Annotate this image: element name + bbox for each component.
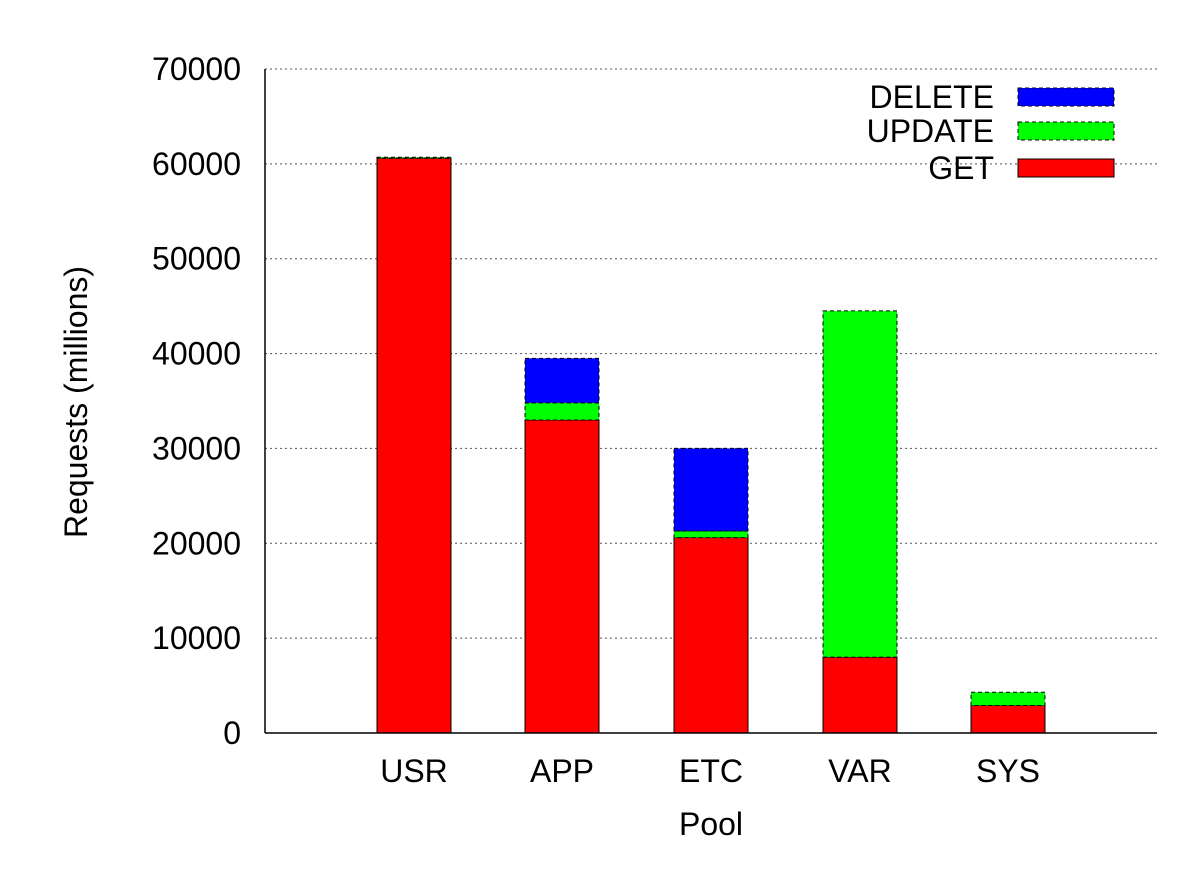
legend-swatch-update bbox=[1017, 121, 1115, 141]
x-tick-label: ETC bbox=[679, 753, 743, 789]
y-tick-label: 40000 bbox=[152, 336, 241, 372]
y-tick-label: 10000 bbox=[152, 620, 241, 656]
bar-segment-update-etc bbox=[673, 530, 749, 539]
x-tick-label: SYS bbox=[976, 753, 1040, 789]
y-tick-label: 60000 bbox=[152, 146, 241, 182]
y-tick-label: 20000 bbox=[152, 525, 241, 561]
y-tick-label: 50000 bbox=[152, 241, 241, 277]
y-tick-label: 0 bbox=[223, 715, 241, 751]
legend-label-update: UPDATE bbox=[867, 113, 994, 149]
bar-segment-delete-app bbox=[524, 357, 600, 404]
bar-segment-get-app bbox=[524, 419, 600, 734]
bar-segment-get-etc bbox=[673, 537, 749, 734]
y-tick-label: 30000 bbox=[152, 430, 241, 466]
legend-swatch-delete bbox=[1017, 87, 1115, 107]
bar-segment-update-sys bbox=[970, 691, 1046, 706]
bar-segment-delete-etc bbox=[673, 447, 749, 532]
x-axis-label: Pool bbox=[679, 806, 743, 842]
x-tick-label: USR bbox=[380, 753, 448, 789]
y-tick-label: 70000 bbox=[152, 51, 241, 87]
bar-segment-get-sys bbox=[970, 704, 1046, 734]
bar-segment-get-var bbox=[822, 656, 898, 734]
legend-label-delete: DELETE bbox=[870, 79, 994, 115]
bar-segment-update-var bbox=[822, 310, 898, 658]
axes bbox=[264, 69, 1157, 734]
legend-label-get: GET bbox=[928, 150, 994, 186]
bar-segment-update-usr bbox=[376, 156, 452, 159]
x-tick-label: APP bbox=[530, 753, 594, 789]
bar-segment-update-app bbox=[524, 402, 600, 421]
y-axis-label: Requests (millions) bbox=[58, 266, 94, 538]
x-tick-labels: USR APP ETC VAR SYS bbox=[380, 753, 1040, 789]
y-tick-labels: 0 10000 20000 30000 40000 50000 60000 70000 bbox=[152, 51, 241, 751]
bars bbox=[376, 156, 1046, 734]
legend-swatch-get bbox=[1017, 158, 1115, 178]
x-tick-label: VAR bbox=[828, 753, 891, 789]
bar-segment-get-usr bbox=[376, 157, 452, 734]
